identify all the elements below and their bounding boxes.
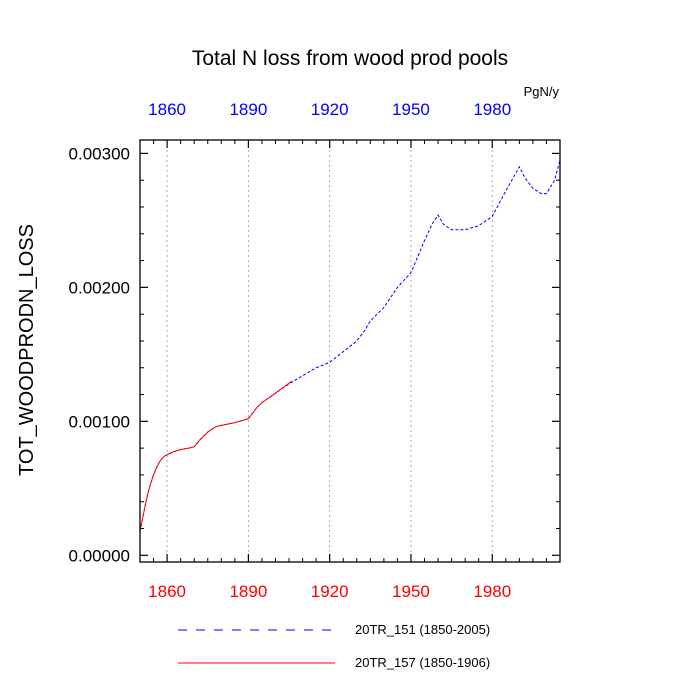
y-tick-label-3: 0.00300 — [69, 144, 130, 163]
y-tick-label-1: 0.00100 — [69, 412, 130, 431]
x-tick-label-bottom-0: 1860 — [148, 582, 186, 601]
y-axis-label: TOT_WOODPRODN_LOSS — [16, 224, 38, 476]
series-lines — [139, 159, 561, 532]
series-line-2 — [139, 380, 293, 532]
y-tick-label-0: 0.00000 — [69, 546, 130, 565]
units-label: PgN/y — [524, 84, 560, 99]
axes — [139, 139, 561, 563]
x-tick-label-top-1: 1890 — [229, 100, 267, 119]
x-tick-label-bottom-3: 1950 — [392, 582, 430, 601]
x-tick-label-top-2: 1920 — [311, 100, 349, 119]
tick-labels: 1860 1860 1890 1890 1920 1920 1950 1950 1980 1980… — [69, 100, 512, 601]
chart-title: Total N loss from wood prod pools — [192, 47, 508, 70]
legend-label-1: 20TR_151 (1850-2005) — [355, 622, 490, 637]
x-tick-label-top-4: 1980 — [473, 100, 511, 119]
x-tick-label-top-3: 1950 — [392, 100, 430, 119]
x-tick-label-bottom-1: 1890 — [229, 582, 267, 601]
y-tick-label-2: 0.00200 — [69, 278, 130, 297]
x-tick-label-top-0: 1860 — [148, 100, 186, 119]
grid-lines — [166, 140, 493, 562]
legend: 20TR_151 (1850-2005) 20TR_157 (1850-1906… — [178, 622, 490, 670]
legend-label-2: 20TR_157 (1850-1906) — [355, 655, 490, 670]
plot-frame — [139, 139, 561, 563]
x-tick-label-bottom-2: 1920 — [311, 582, 349, 601]
x-tick-label-bottom-4: 1980 — [473, 582, 511, 601]
